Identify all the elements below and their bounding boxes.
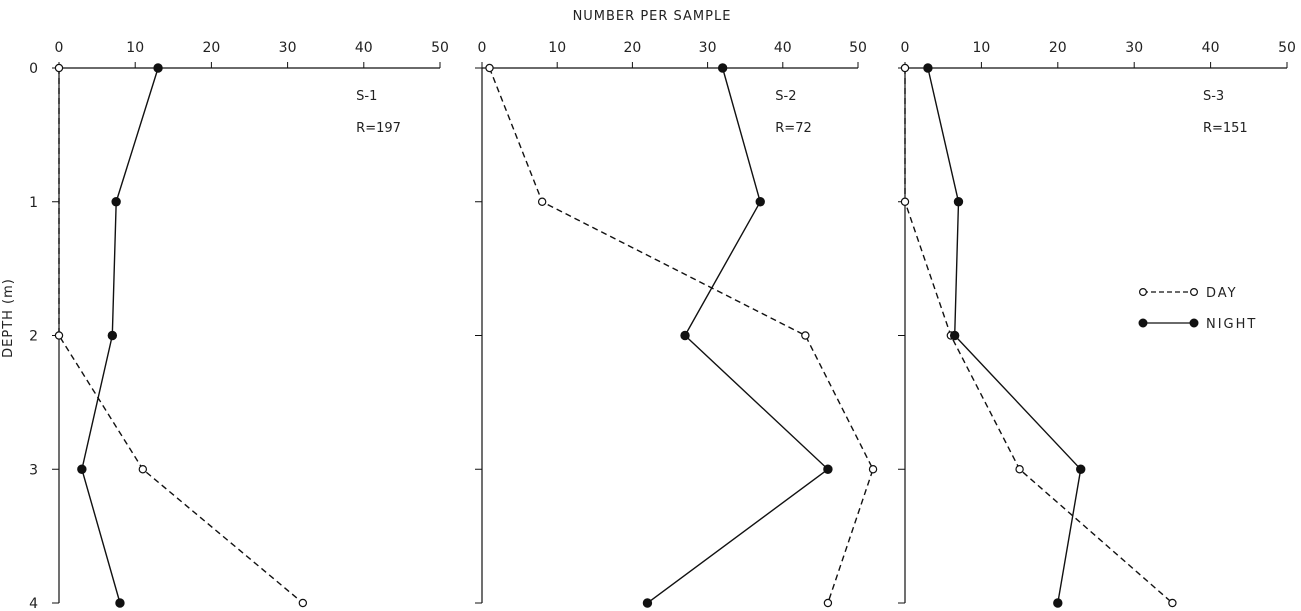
night-point xyxy=(1053,598,1063,608)
panel-1: 0 10 20 30 40 50 0 1 2 3 4 S-1 R=197 xyxy=(29,40,449,611)
y-tick-label: 3 xyxy=(29,462,38,478)
legend-day-label: DAY xyxy=(1206,286,1238,301)
day-series-line xyxy=(904,68,1173,604)
panel-label: S-1 xyxy=(356,89,377,104)
legend: DAY NIGHT xyxy=(1138,286,1257,332)
night-point xyxy=(755,197,765,207)
day-point xyxy=(801,331,810,340)
x-tick-label: 20 xyxy=(1049,40,1067,56)
night-point xyxy=(153,63,163,73)
day-point xyxy=(54,331,64,340)
day-point xyxy=(138,465,148,474)
legend-day-marker-open xyxy=(1138,288,1147,297)
x-tick-label: 0 xyxy=(478,40,487,56)
night-point xyxy=(77,464,87,474)
legend-night-marker-filled xyxy=(1138,318,1148,328)
x-tick-label: 10 xyxy=(126,40,144,56)
x-tick-label: 40 xyxy=(1202,40,1220,56)
day-point xyxy=(900,63,910,73)
x-tick-label: 20 xyxy=(202,40,220,56)
x-tick-label: 0 xyxy=(901,40,910,56)
night-point xyxy=(107,330,118,341)
x-tick-label: 0 xyxy=(55,40,64,56)
panel-label: S-2 xyxy=(775,89,796,104)
x-tick-label: 10 xyxy=(548,40,566,56)
day-point xyxy=(537,197,547,206)
x-tick-label: 30 xyxy=(279,40,297,56)
day-point xyxy=(1015,465,1024,474)
night-series-line xyxy=(81,67,159,604)
x-tick-label: 50 xyxy=(849,40,867,56)
panel-3: 0 10 20 30 40 50 S-3 R=151 xyxy=(898,40,1296,608)
r-value-label: R=72 xyxy=(775,121,811,136)
night-point xyxy=(823,464,833,474)
legend-day-marker-open xyxy=(1189,288,1198,297)
x-tick-label: 20 xyxy=(623,40,641,56)
x-tick-label: 40 xyxy=(355,40,373,56)
r-value-label: R=197 xyxy=(356,121,401,136)
day-point xyxy=(485,63,494,73)
night-point xyxy=(949,330,960,341)
x-tick-label: 50 xyxy=(431,40,449,56)
y-tick-label: 4 xyxy=(29,596,38,611)
night-point xyxy=(1076,464,1086,474)
night-series-line xyxy=(646,67,829,604)
night-point xyxy=(953,197,964,207)
day-series-line xyxy=(488,67,874,604)
night-point xyxy=(115,598,125,608)
night-point xyxy=(680,330,690,341)
day-point xyxy=(54,63,64,73)
x-tick-label: 50 xyxy=(1278,40,1296,56)
x-tick-label: 30 xyxy=(699,40,717,56)
day-point xyxy=(298,598,308,608)
x-tick-label: 10 xyxy=(972,40,990,56)
day-point xyxy=(1168,598,1177,608)
day-series-line xyxy=(58,68,304,604)
x-tick-label: 30 xyxy=(1125,40,1143,56)
panel-label: S-3 xyxy=(1203,89,1224,104)
panel-2: 0 10 20 30 40 50 S-2 R=72 xyxy=(475,40,878,608)
day-point xyxy=(900,197,910,206)
x-tick-label: 40 xyxy=(774,40,792,56)
r-value-label: R=151 xyxy=(1203,121,1248,136)
y-tick-label: 1 xyxy=(29,195,38,211)
legend-night-label: NIGHT xyxy=(1206,317,1257,332)
y-axis-title: DEPTH (m) xyxy=(1,278,16,358)
day-point xyxy=(868,465,878,474)
night-point xyxy=(111,197,121,207)
y-tick-label: 2 xyxy=(29,329,38,345)
night-point xyxy=(642,598,653,608)
night-point xyxy=(717,63,728,73)
top-axis-title: NUMBER PER SAMPLE xyxy=(573,9,732,24)
day-point xyxy=(823,598,833,608)
night-point xyxy=(923,63,933,73)
y-tick-label: 0 xyxy=(29,61,38,77)
legend-night-marker-filled xyxy=(1189,318,1199,328)
